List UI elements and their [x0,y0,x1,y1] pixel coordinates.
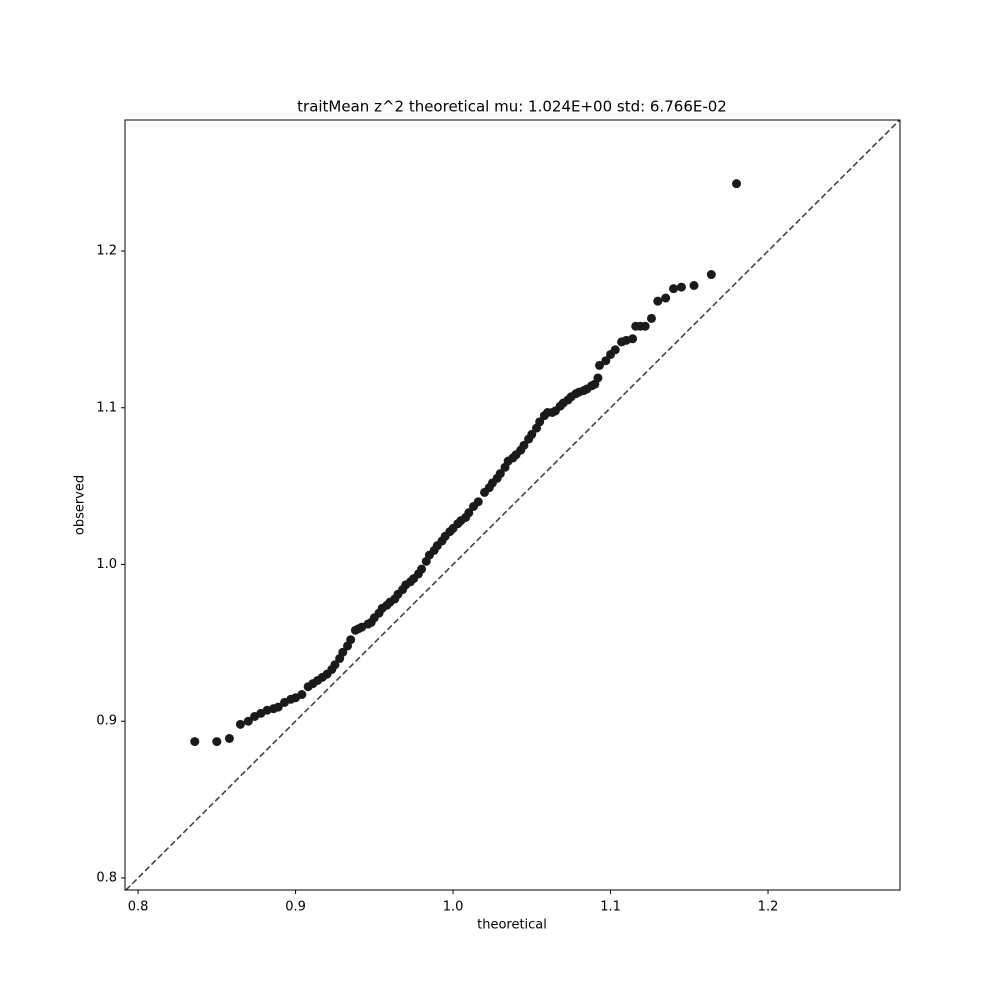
point [706,270,716,280]
point [495,469,505,479]
y-axis-label: observed [73,475,88,535]
y-tick-label: 0.9 [96,714,117,729]
point [243,716,253,726]
point [338,647,348,657]
x-tick-label: 0.8 [128,900,149,915]
point [224,733,234,743]
point [519,440,529,450]
x-axis-label: theoretical [477,918,547,933]
point [535,417,545,427]
point [330,660,340,670]
identity-line [125,119,901,891]
point [628,334,638,344]
point [212,737,222,747]
x-tick-label: 1.1 [600,900,621,915]
x-tick-label: 1.2 [758,900,779,915]
point [190,737,200,747]
point [417,564,427,574]
point [595,360,605,370]
y-tick-label: 1.1 [96,400,117,415]
point [732,179,742,189]
chart-title: traitMean z^2 theoretical mu: 1.024E+00 … [297,98,727,116]
point [346,635,356,645]
point [653,296,663,306]
point [610,345,620,355]
point [689,281,699,291]
plot-frame [124,119,901,891]
y-tick-label: 0.8 [96,870,117,885]
point [640,321,650,331]
x-tick-label: 0.9 [285,900,306,915]
point [646,313,656,323]
x-tick-label: 1.0 [443,900,464,915]
point [593,373,603,383]
point [661,293,671,303]
point [297,690,307,700]
y-tick-label: 1.2 [96,244,117,259]
point [464,508,474,518]
point [235,719,245,729]
point [527,429,537,439]
y-tick-label: 1.0 [96,557,117,572]
point [669,284,679,294]
point [473,497,483,507]
point [273,702,283,712]
point [601,356,611,366]
point [676,282,686,292]
